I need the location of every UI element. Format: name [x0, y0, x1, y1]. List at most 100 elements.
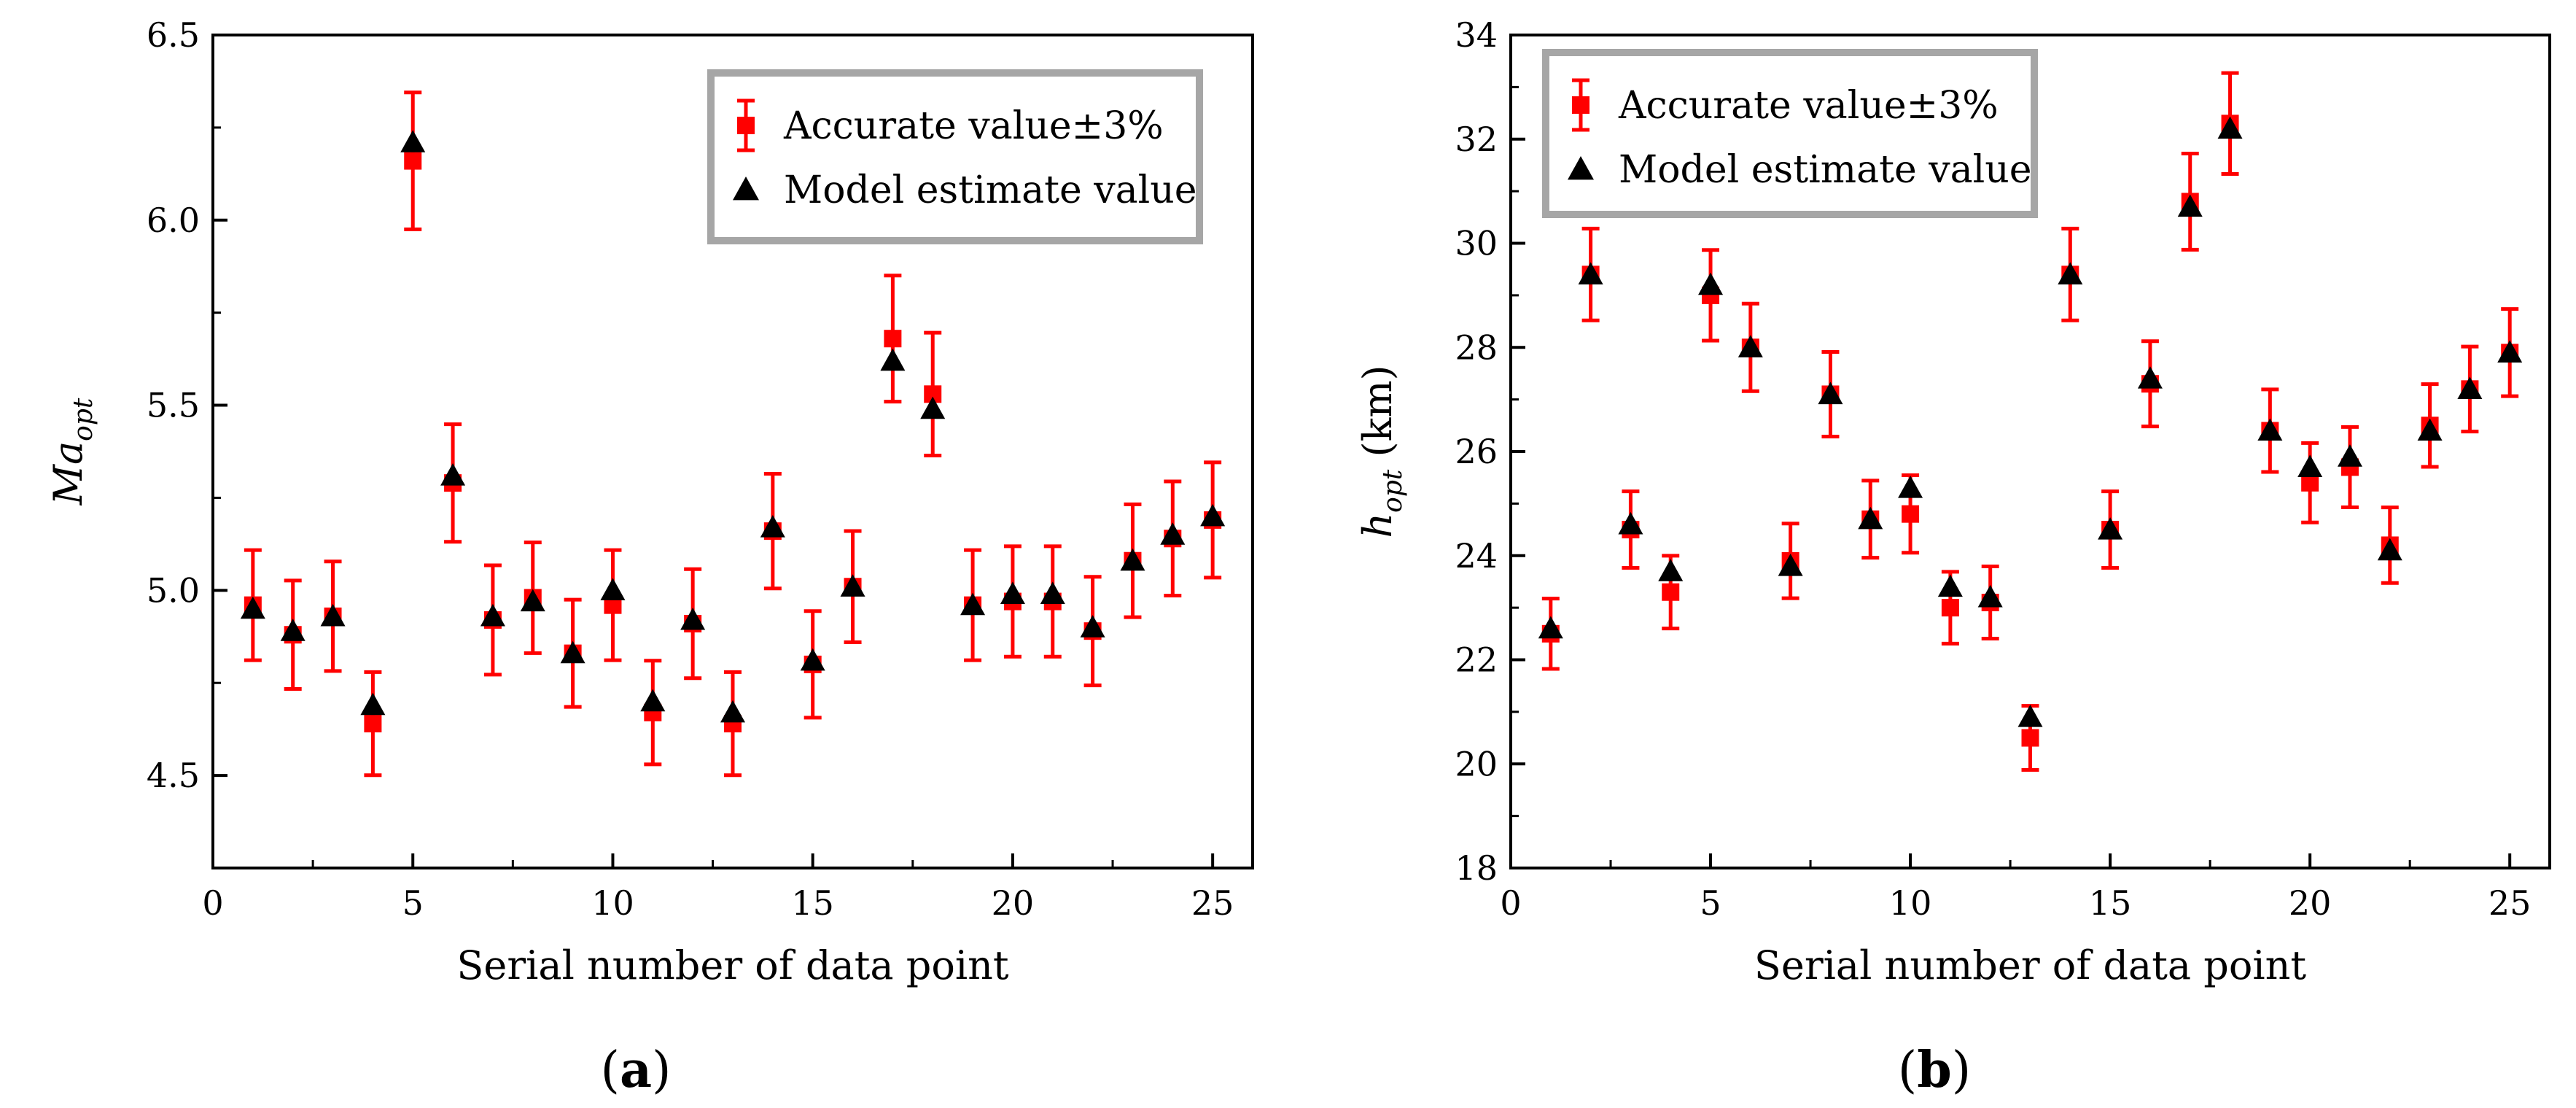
model-estimate-marker	[320, 603, 346, 627]
x-tick-label: 0	[1500, 883, 1521, 923]
accurate-value-marker	[364, 715, 382, 733]
panel-label-letter: b	[1917, 1041, 1952, 1099]
model-estimate-marker	[680, 607, 706, 630]
x-tick-label: 5	[1700, 883, 1721, 923]
model-estimate-marker	[1778, 554, 1803, 576]
model-estimate-marker	[1738, 335, 1763, 357]
y-tick-label: 20	[1455, 744, 1498, 783]
model-estimate-marker	[2017, 705, 2043, 727]
panel-label: (b)	[1898, 1041, 1972, 1099]
legend-box	[707, 69, 1203, 244]
model-estimate-marker	[2377, 538, 2402, 561]
accurate-value-marker	[404, 152, 422, 170]
legend-label-model: Model estimate value	[1619, 148, 2032, 192]
model-estimate-marker	[1578, 262, 1603, 284]
model-estimate-marker	[520, 589, 545, 612]
y-axis-label: hopt (km)	[1355, 365, 1408, 538]
chart-panel-b: 0 5 10 15 20 25 18 20 22 24 26 28 30 32 34 Serial numbe…	[1355, 15, 2551, 1099]
model-estimate-marker	[640, 689, 666, 712]
y-tick-label: 5.5	[147, 386, 200, 425]
legend-label-model: Model estimate value	[784, 168, 1197, 212]
x-tick-label: 20	[2289, 883, 2332, 923]
panel-label-close: )	[652, 1042, 672, 1099]
model-estimate-marker	[2217, 116, 2243, 139]
x-axis-label: Serial number of data point	[456, 942, 1009, 988]
model-estimate-marker	[1898, 475, 1923, 498]
model-estimate-marker	[2457, 376, 2483, 399]
accurate-value-marker	[1662, 583, 1680, 601]
model-estimate-marker	[360, 692, 386, 716]
model-estimate-marker	[2257, 418, 2283, 441]
model-estimate-marker	[1120, 548, 1145, 571]
x-tick-label: 15	[2089, 883, 2132, 923]
model-estimate-marker	[480, 603, 505, 627]
model-estimate-marker	[2297, 454, 2323, 478]
model-estimate-marker	[1977, 584, 2003, 608]
panel-label-open: (	[1898, 1042, 1918, 1099]
model-estimate-marker	[960, 592, 986, 616]
model-estimate-marker	[880, 348, 906, 371]
model-estimate-marker	[2337, 444, 2362, 467]
panel-label-open: (	[600, 1042, 620, 1099]
x-tick-label: 25	[1191, 883, 1234, 923]
model-estimate-marker	[2137, 366, 2163, 389]
model-estimate-marker	[1040, 581, 1065, 605]
accurate-value-marker	[1941, 599, 1959, 617]
model-estimate-marker	[2098, 517, 2123, 540]
model-estimate-marker	[1160, 522, 1186, 545]
y-axis-label-unit: (km)	[1355, 365, 1401, 469]
panel-label-close: )	[1952, 1042, 1972, 1099]
model-estimate-marker	[560, 640, 585, 664]
model-estimate-marker	[2417, 418, 2443, 441]
model-estimate-marker	[280, 619, 306, 641]
model-estimate-marker	[1200, 503, 1226, 527]
model-estimate-marker	[1937, 574, 1963, 597]
plot-frame	[211, 34, 1254, 869]
y-tick-label: 32	[1455, 120, 1498, 159]
legend: Accurate value±3% Model estimate value	[1542, 49, 2038, 218]
y-axis-label-subscript: opt	[69, 398, 98, 441]
model-estimate-marker	[440, 462, 466, 486]
x-tick-label: 10	[591, 883, 634, 923]
model-estimate-marker	[1698, 272, 1724, 295]
y-axis-label-subscript: opt	[1378, 469, 1408, 513]
y-tick-label: 24	[1455, 536, 1498, 576]
x-tick-label: 20	[992, 883, 1035, 923]
accurate-value-marker	[2021, 729, 2039, 747]
model-estimate-marker	[600, 578, 626, 600]
legend-box	[1542, 49, 2038, 218]
y-tick-label: 6.0	[147, 201, 200, 240]
model-estimate-marker	[2177, 194, 2203, 217]
y-axis-label-main: h	[1355, 513, 1401, 538]
legend-square-marker	[737, 117, 755, 134]
legend-triangle-marker	[733, 177, 759, 201]
model-estimate-marker	[840, 574, 865, 597]
model-estimate-marker	[800, 648, 825, 671]
accurate-value-marker	[884, 330, 902, 348]
legend: Accurate value±3% Model estimate value	[707, 69, 1203, 244]
y-tick-label: 5.0	[147, 570, 200, 610]
y-axis-label-main: Ma	[45, 441, 91, 506]
model-estimate-marker	[400, 130, 426, 152]
panel-label: (a)	[600, 1041, 671, 1099]
model-estimate-marker	[1858, 506, 1883, 530]
legend-triangle-marker	[1568, 156, 1594, 180]
model-estimate-marker	[920, 396, 946, 419]
model-estimate-marker	[1000, 581, 1025, 605]
y-tick-label: 22	[1455, 640, 1498, 680]
x-tick-label: 15	[791, 883, 834, 923]
model-estimate-marker	[240, 596, 265, 619]
panel-label-letter: a	[620, 1041, 652, 1099]
y-tick-label: 26	[1455, 432, 1498, 471]
x-tick-label: 10	[1889, 883, 1932, 923]
x-tick-label: 25	[2489, 883, 2532, 923]
model-estimate-marker	[720, 700, 745, 723]
y-tick-label: 34	[1455, 15, 1498, 55]
model-estimate-marker	[1818, 381, 1843, 405]
model-estimate-marker	[1538, 616, 1563, 639]
y-axis-label: Maopt	[45, 398, 98, 505]
y-tick-label: 18	[1455, 848, 1498, 888]
y-tick-label: 28	[1455, 328, 1498, 367]
legend-square-marker	[1572, 96, 1589, 114]
